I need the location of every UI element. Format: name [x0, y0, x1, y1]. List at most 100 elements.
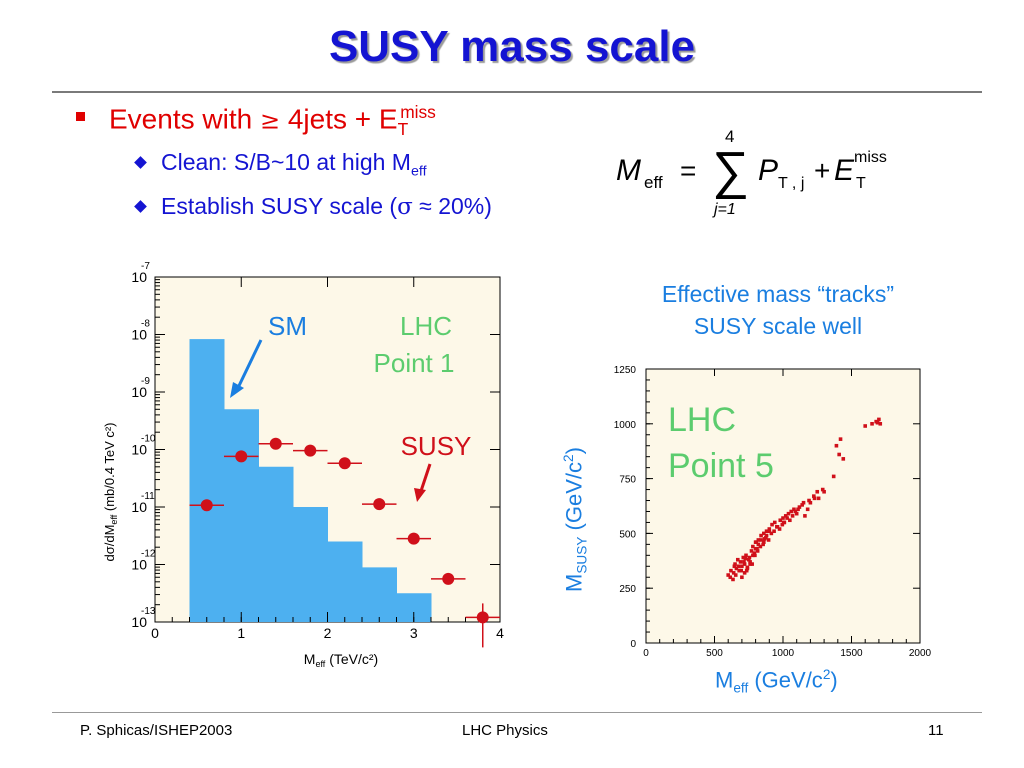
y-tick-label: 10	[131, 614, 147, 630]
y-tick-exponent: -9	[141, 376, 150, 387]
chart2-axes: 0 500 1000 1500 2000 0 250 500 750 1000 1250	[614, 365, 932, 659]
scatter-point	[778, 518, 783, 523]
title-divider	[52, 91, 982, 93]
eq-sum: ∑	[712, 142, 749, 200]
scatter-point	[786, 511, 791, 516]
bullet-events: Events with ≥ 4jets + ETmiss	[76, 102, 444, 140]
scatter-point	[738, 560, 743, 564]
scatter-point	[753, 546, 758, 551]
susy-point	[269, 437, 282, 450]
scatter-point	[741, 555, 746, 560]
chart1-xlabel: Meff (TeV/c²)	[304, 651, 378, 669]
scatter-point	[794, 511, 799, 516]
scatter-point	[801, 500, 806, 505]
scatter-point	[870, 422, 874, 426]
scatter-point	[816, 496, 821, 501]
scatter-point	[726, 573, 730, 577]
scatter-point	[746, 557, 751, 562]
sm-label: SM	[268, 311, 307, 341]
x-tick-label: 2	[324, 625, 332, 641]
eq-plus: +	[814, 155, 830, 186]
subbullet-clean: Clean: S/B~10 at high Meff	[134, 149, 427, 180]
scatter-point	[733, 562, 737, 566]
eq-p-sub: T , j	[778, 175, 804, 192]
scatter-point	[781, 520, 786, 525]
scatter-point	[731, 577, 735, 582]
y-tick-label: 10	[131, 327, 147, 343]
bullet-text-b: 4jets + E	[280, 103, 398, 135]
sigma-symbol: σ	[397, 194, 413, 220]
scatter-point	[877, 417, 881, 422]
x-tick-label: 4	[496, 625, 504, 641]
scatter-point	[797, 505, 802, 509]
scatter-point	[875, 420, 880, 425]
scatter-point	[742, 560, 746, 564]
slide-number: 11	[928, 722, 944, 739]
scatter-point	[728, 575, 733, 580]
scatter-point	[740, 575, 744, 580]
scatter-point	[785, 516, 789, 520]
scatter-point	[737, 568, 741, 573]
susy-label: SUSY	[401, 431, 472, 461]
scatter-point	[755, 549, 760, 553]
chart-caption: Effective mass “tracks” SUSY scale well	[600, 278, 956, 342]
y-tick-label: 10	[131, 442, 147, 458]
x-tick-label: 3	[410, 625, 418, 641]
caption-line-1: Effective mass “tracks”	[661, 281, 895, 307]
approx-symbol: ≈	[412, 193, 439, 219]
eq-e-sub: T	[856, 175, 866, 192]
chart2-xlabel: Meff (GeV/c2)	[715, 667, 838, 696]
scatter-point	[756, 538, 761, 542]
y-tick-exponent: -7	[141, 261, 150, 272]
footer-author: P. Sphicas/ISHEP2003	[80, 722, 233, 739]
sm-arrow-head-icon	[230, 382, 244, 398]
caption-line-2: SUSY scale well	[693, 313, 863, 339]
scatter-point	[736, 564, 741, 569]
scatter-point	[739, 568, 744, 573]
scatter-point	[756, 542, 761, 547]
y-tick-exponent: -12	[141, 549, 156, 560]
eq-equals: =	[680, 155, 696, 186]
scatter-point	[772, 520, 777, 525]
scatter-point	[767, 529, 772, 534]
x-tick-label: 1500	[840, 648, 863, 659]
slide-title: SUSY mass scale	[328, 22, 696, 71]
chart2-frame	[645, 368, 921, 644]
scatter-point	[834, 443, 839, 448]
scatter-point	[729, 568, 733, 573]
y-tick-label: 1000	[614, 420, 637, 431]
y-tick-exponent: -10	[141, 434, 156, 445]
scatter-point	[731, 571, 736, 575]
scatter-point	[748, 562, 752, 566]
scatter-point	[744, 553, 748, 558]
scatter-point	[759, 538, 763, 542]
x-tick-label: 1	[237, 625, 245, 641]
scatter-point	[769, 531, 774, 536]
scatter-point	[764, 533, 769, 538]
scatter-point	[732, 564, 737, 569]
scatter-point	[766, 538, 771, 542]
susy-points	[189, 437, 500, 648]
scatter-point	[820, 487, 825, 492]
scatter-point	[742, 562, 747, 566]
scatter-point	[863, 424, 867, 428]
sm-arrow-line	[234, 339, 263, 393]
scatter-point	[749, 549, 754, 553]
y-tick-label: 750	[619, 475, 636, 486]
sm-histogram	[189, 339, 432, 622]
diamond-bullet-icon	[134, 156, 147, 169]
susy-point	[235, 450, 248, 463]
scatter-point	[775, 525, 779, 529]
scatter-point	[812, 496, 817, 501]
x-tick-label: 0	[643, 648, 649, 659]
scatter-point	[734, 566, 739, 571]
scatter-point	[743, 556, 748, 561]
scatter-point	[754, 540, 759, 544]
y-tick-label: 1250	[614, 365, 637, 376]
ge-symbol: ≥	[259, 106, 281, 135]
subbullet-clean-sub: eff	[410, 163, 427, 180]
scatter-point	[812, 494, 816, 498]
subbullet-clean-text: Clean: S/B~10 at high M	[161, 149, 411, 175]
scatter-point	[837, 452, 841, 457]
susy-point	[338, 457, 351, 470]
